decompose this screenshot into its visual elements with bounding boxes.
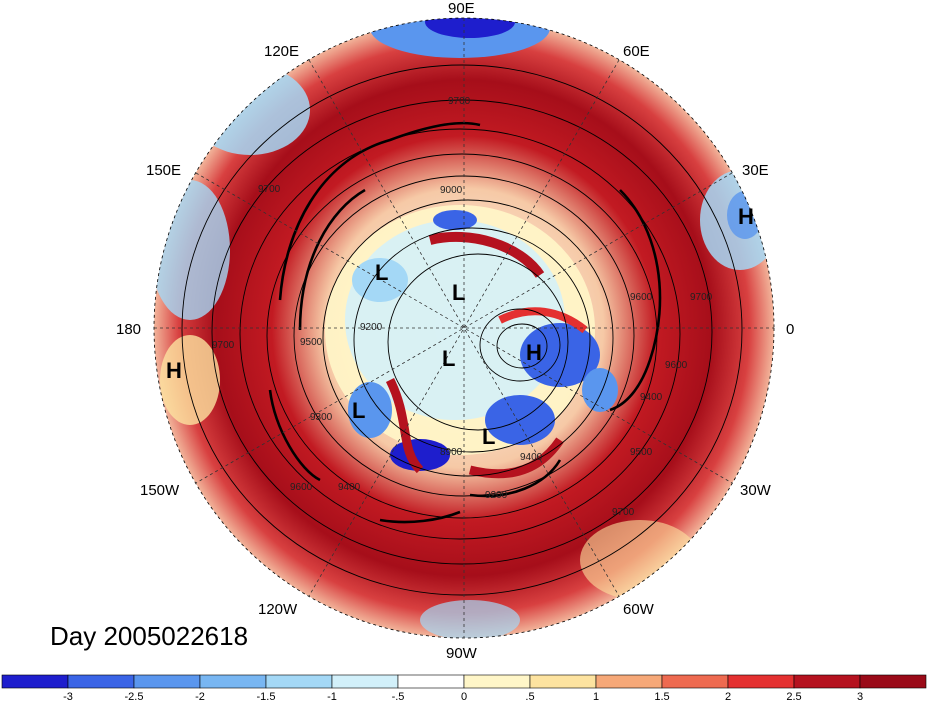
low-pressure-label: L <box>452 280 465 305</box>
contour-label: 9700 <box>612 507 635 518</box>
contour-label: 9700 <box>448 96 471 107</box>
contour-label: 9400 <box>338 482 361 493</box>
colorbar: -3 -2.5 -2 -1.5 -1 -.5 0 .5 1 1.5 2 2.5 3 <box>1 674 927 702</box>
colorbar-swatch <box>199 674 267 689</box>
colorbar-swatch <box>265 674 333 689</box>
low-pressure-label: L <box>482 424 495 449</box>
lon-label-0: 0 <box>786 321 794 338</box>
contour-label: 9700 <box>258 184 281 195</box>
colorbar-swatch <box>397 674 465 689</box>
colorbar-tick-label: 3 <box>857 691 863 702</box>
pressure-centers: H H L L L H L L <box>166 204 754 449</box>
contour-label-group: 9700 9700 9700 9600 9500 9400 9300 9200 … <box>212 96 713 518</box>
colorbar-tick-label: 2.5 <box>786 691 801 702</box>
contour-label: 9700 <box>212 340 235 351</box>
colorbar-tick-label: 1 <box>593 691 599 702</box>
colorbar-swatch <box>133 674 201 689</box>
colorbar-swatch <box>595 674 663 689</box>
contour-label: 9600 <box>290 482 313 493</box>
contour-label: 9200 <box>360 322 383 333</box>
day-label: Day 2005022618 <box>50 621 248 651</box>
colorbar-tick-label: 2 <box>725 691 731 702</box>
lon-label-30w: 30W <box>740 482 772 499</box>
low-pressure-label: L <box>352 398 365 423</box>
contour-label: 9600 <box>665 360 688 371</box>
colorbar-tick-label: 0 <box>461 691 467 702</box>
lon-label-90e: 90E <box>448 0 475 17</box>
colorbar-swatch <box>859 674 927 689</box>
longitude-labels: 90E 60E 30E 0 30W 60W 90W 120W 150W 180 … <box>116 0 794 662</box>
colorbar-swatch <box>727 674 795 689</box>
contour-label: 9400 <box>520 452 543 463</box>
lon-label-30e: 30E <box>742 162 769 179</box>
contour-label: 9500 <box>300 337 323 348</box>
high-pressure-label: H <box>738 204 754 229</box>
contour-label: 9400 <box>640 392 663 403</box>
colorbar-swatch <box>1 674 69 689</box>
lon-label-150e: 150E <box>146 162 181 179</box>
colorbar-tick-label: -1 <box>327 691 337 702</box>
high-pressure-label: H <box>166 358 182 383</box>
colorbar-swatch <box>67 674 135 689</box>
colorbar-tick-label: -1.5 <box>257 691 276 702</box>
colorbar-tick-label: .5 <box>525 691 534 702</box>
contour-label: 8900 <box>440 447 463 458</box>
contour-label: 9700 <box>690 292 713 303</box>
colorbar-swatch <box>661 674 729 689</box>
colorbar-tick-label: 1.5 <box>654 691 669 702</box>
contour-label: 9600 <box>630 292 653 303</box>
colorbar-tick-label: -3 <box>63 691 73 702</box>
colorbar-tick-label: -2 <box>195 691 205 702</box>
colorbar-swatch <box>331 674 399 689</box>
low-pressure-label: L <box>375 260 388 285</box>
lon-label-120e: 120E <box>264 43 299 60</box>
low-pressure-label: L <box>442 346 455 371</box>
graticule <box>154 18 774 638</box>
contour-label: 9300 <box>310 412 333 423</box>
colorbar-swatch <box>793 674 861 689</box>
lon-label-180: 180 <box>116 321 141 338</box>
lon-label-150w: 150W <box>140 482 180 499</box>
high-pressure-label: H <box>526 340 542 365</box>
jet-contours <box>268 121 662 524</box>
lon-label-120w: 120W <box>258 601 298 618</box>
lon-label-60e: 60E <box>623 43 650 60</box>
contour-label: 9000 <box>440 185 463 196</box>
colorbar-tick-label: -2.5 <box>125 691 144 702</box>
colorbar-swatch <box>529 674 597 689</box>
colorbar-tick-label: -.5 <box>392 691 405 702</box>
lon-label-60w: 60W <box>623 601 655 618</box>
contour-label: 9200 <box>485 490 508 501</box>
contour-label: 9500 <box>630 447 653 458</box>
colorbar-swatch <box>463 674 531 689</box>
lon-label-90w: 90W <box>446 645 478 662</box>
